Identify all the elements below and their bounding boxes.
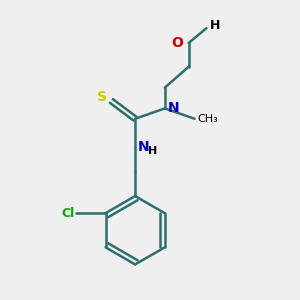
Text: H: H: [148, 146, 157, 156]
Text: S: S: [97, 90, 107, 104]
Text: N: N: [168, 101, 179, 116]
Text: Cl: Cl: [61, 207, 74, 220]
Text: CH₃: CH₃: [197, 114, 218, 124]
Text: N: N: [138, 140, 150, 154]
Text: O: O: [171, 36, 183, 50]
Text: H: H: [209, 19, 220, 32]
